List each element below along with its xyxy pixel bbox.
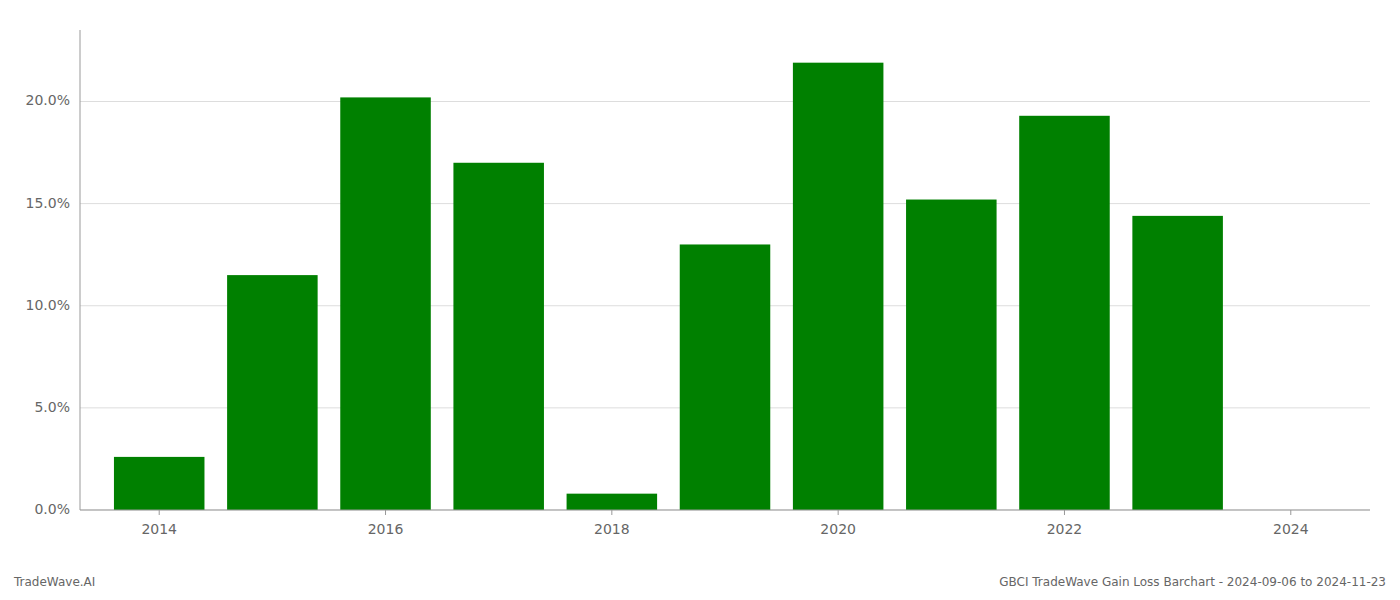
chart: 0.0%5.0%10.0%15.0%20.0%20142016201820202… bbox=[0, 0, 1400, 600]
y-tick-label: 15.0% bbox=[26, 195, 70, 211]
bar bbox=[340, 97, 431, 510]
bar bbox=[906, 200, 997, 510]
bar bbox=[1019, 116, 1110, 510]
y-axis-line bbox=[80, 30, 81, 510]
x-tick bbox=[159, 510, 160, 515]
bars bbox=[114, 63, 1223, 510]
bar bbox=[680, 244, 771, 510]
y-tick-label: 10.0% bbox=[26, 297, 70, 313]
x-tick-label: 2018 bbox=[594, 521, 630, 537]
x-tick-label: 2024 bbox=[1273, 521, 1309, 537]
x-tick bbox=[1290, 510, 1291, 515]
footer-left: TradeWave.AI bbox=[13, 575, 95, 589]
x-tick bbox=[611, 510, 612, 515]
y-tick-label: 0.0% bbox=[34, 501, 70, 517]
y-ticks: 0.0% 5.0% 10.0% 15.0% 20.0% bbox=[26, 92, 70, 517]
bar bbox=[567, 494, 658, 510]
bar bbox=[453, 163, 544, 510]
footer-right: GBCI TradeWave Gain Loss Barchart - 2024… bbox=[999, 575, 1386, 589]
x-tick-label: 2022 bbox=[1047, 521, 1083, 537]
x-ticks: 2014 2016 2018 2020 2022 2024 bbox=[141, 510, 1308, 537]
x-axis-line bbox=[80, 510, 1370, 511]
x-tick-label: 2014 bbox=[141, 521, 177, 537]
bar bbox=[1132, 216, 1223, 510]
bar bbox=[227, 275, 318, 510]
y-tick-label: 5.0% bbox=[34, 399, 70, 415]
grid-line bbox=[80, 510, 1370, 511]
x-tick bbox=[838, 510, 839, 515]
grid bbox=[80, 101, 1370, 510]
chart-container: 0.0%5.0%10.0%15.0%20.0%20142016201820202… bbox=[0, 0, 1400, 600]
x-tick-label: 2016 bbox=[368, 521, 404, 537]
grid-line bbox=[80, 101, 1370, 102]
bar bbox=[793, 63, 884, 510]
x-tick bbox=[385, 510, 386, 515]
bar bbox=[114, 457, 205, 510]
x-tick-label: 2020 bbox=[820, 521, 856, 537]
x-tick bbox=[1064, 510, 1065, 515]
y-tick-label: 20.0% bbox=[26, 92, 70, 108]
grid-line bbox=[80, 203, 1370, 204]
